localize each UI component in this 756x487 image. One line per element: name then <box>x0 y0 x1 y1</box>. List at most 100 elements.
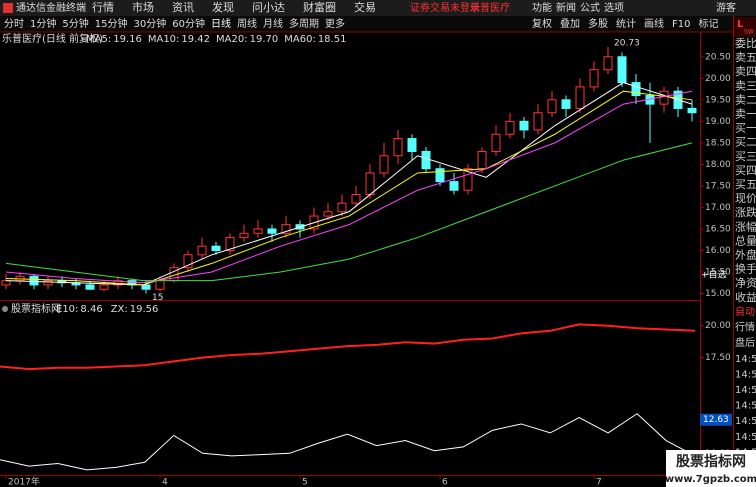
period-tab[interactable]: 周线 <box>237 17 257 30</box>
badge: L <box>737 19 744 30</box>
ma-line <box>5 90 693 284</box>
candle-body <box>183 254 193 269</box>
quote-row-label: 涨跌 <box>735 205 756 219</box>
user[interactable]: 游客 <box>716 1 736 14</box>
y-tick-label: 19.00 <box>705 117 731 127</box>
quote-row-label: 总量 <box>735 233 756 247</box>
quote-row-label: 买三 <box>735 150 756 163</box>
period-tab[interactable]: 分时 <box>4 18 24 30</box>
tool-item[interactable]: 选项 <box>604 1 624 14</box>
ma-line <box>5 90 693 286</box>
legend-name: MA5: <box>86 34 111 45</box>
candle-body <box>337 202 347 213</box>
x-tick-label: 7 <box>596 478 602 487</box>
period-tab[interactable]: 30分钟 <box>133 17 166 30</box>
y-tick-label: 17.00 <box>705 203 731 213</box>
y-tick-label: 17.50 <box>705 181 731 191</box>
menu-item[interactable]: 资讯 <box>172 1 194 14</box>
quote-row-label: 换手 <box>735 262 756 276</box>
quote-row-label: 外盘 <box>735 248 756 262</box>
quote-row-label: 收益 <box>735 290 756 304</box>
tool-item[interactable]: 新闻 <box>556 1 576 14</box>
quote-row-label: 买四 <box>735 164 756 177</box>
candle-body <box>491 133 501 152</box>
y-tick-label: 18.50 <box>705 138 731 148</box>
action-button[interactable]: 画线 <box>644 17 664 30</box>
menu-item[interactable]: 问小达 <box>252 1 285 14</box>
panel-icon <box>2 306 8 312</box>
menu-item[interactable]: 发现 <box>212 0 234 14</box>
x-tick-label: 5 <box>302 478 308 487</box>
legend-value: 18.51 <box>318 34 347 45</box>
candle-body <box>267 228 277 234</box>
action-button[interactable]: 复权 <box>532 17 552 30</box>
tool-item[interactable]: 功能 <box>532 1 552 14</box>
period-tab[interactable]: 更多 <box>325 17 345 30</box>
title-bar <box>0 0 756 16</box>
quote-row-label: 买一 <box>735 122 756 135</box>
tool-item[interactable]: 公式 <box>580 1 600 14</box>
candle-body <box>407 138 417 152</box>
period-tab[interactable]: 月线 <box>263 17 283 30</box>
menu-item[interactable]: 交易 <box>354 0 376 14</box>
quote-row-label: 净资 <box>735 276 756 290</box>
candle-body <box>211 245 221 251</box>
app-name: 通达信金融终端 <box>16 1 86 14</box>
app-icon <box>3 3 13 13</box>
candle-body <box>547 99 557 114</box>
x-tick-label: 6 <box>442 478 448 487</box>
y-tick-label: 15.00 <box>705 289 731 299</box>
y-tick-label: 20.00 <box>705 321 731 331</box>
candle-body <box>687 107 697 114</box>
candle-body <box>253 228 263 234</box>
panel-divider <box>0 300 700 301</box>
side-border <box>733 16 734 487</box>
action-button[interactable]: 统计 <box>616 17 636 30</box>
y-tick-label: 18.00 <box>705 160 731 170</box>
candle-body <box>379 155 389 174</box>
candle-body <box>1 280 11 286</box>
action-button[interactable]: 多股 <box>588 17 608 30</box>
action-button[interactable]: 叠加 <box>560 18 580 30</box>
candle-body <box>393 138 403 157</box>
period-tab[interactable]: 日线 <box>211 17 231 30</box>
lower-row-label: 14:56 <box>735 432 756 443</box>
action-button[interactable]: F10 <box>672 19 690 30</box>
period-tab[interactable]: 60分钟 <box>172 17 205 30</box>
date-axis-border <box>0 475 733 476</box>
menu-item[interactable]: 行情 <box>92 1 114 14</box>
candle-body <box>589 69 599 88</box>
candle-body <box>43 280 53 286</box>
candle-body <box>659 90 669 105</box>
ma-line <box>5 142 693 282</box>
candle-body <box>505 120 515 135</box>
candle-body <box>197 245 207 256</box>
lower-row-label: 盘后 <box>735 336 755 349</box>
candle-body <box>85 284 95 290</box>
axis-border <box>700 32 701 475</box>
legend-value: 19.16 <box>113 34 142 45</box>
legend-value: 19.42 <box>181 34 210 45</box>
quote-row-label: 卖四 <box>735 65 756 78</box>
quote-row-label: 卖五 <box>735 51 756 64</box>
candle-body <box>435 168 445 183</box>
menu-item[interactable]: 财富圈 <box>303 0 336 14</box>
login-notice: 证券交易未登录 <box>410 1 480 14</box>
menu-item[interactable]: 市场 <box>132 0 154 14</box>
indicator-line <box>0 413 696 471</box>
legend-value: 8.46 <box>80 304 102 315</box>
y-tick-label: 20.00 <box>705 74 731 84</box>
badge-bg <box>734 17 756 37</box>
candle-body <box>463 168 473 191</box>
y-tick-label: 20.50 <box>705 52 731 62</box>
candle-body <box>225 237 235 251</box>
high-annotation: 20.73 <box>614 38 640 48</box>
period-tab[interactable]: 15分钟 <box>95 17 128 30</box>
add-favorite[interactable]: +自选 <box>701 269 727 281</box>
period-tab[interactable]: 1分钟 <box>30 17 56 30</box>
period-tab[interactable]: 多周期 <box>289 17 319 30</box>
candle-body <box>533 112 543 131</box>
period-tab[interactable]: 5分钟 <box>62 17 88 30</box>
action-button[interactable]: 标记 <box>698 18 718 30</box>
quote-row-label: 涨幅 <box>735 220 756 233</box>
